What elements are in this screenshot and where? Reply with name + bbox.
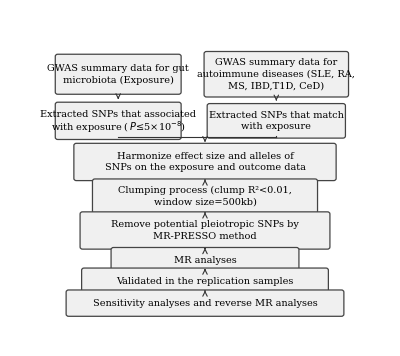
FancyBboxPatch shape [55,102,181,140]
Text: Sensitivity analyses and reverse MR analyses: Sensitivity analyses and reverse MR anal… [93,299,317,308]
FancyBboxPatch shape [74,143,336,180]
Text: Extracted SNPs that match
with exposure: Extracted SNPs that match with exposure [209,111,344,131]
FancyBboxPatch shape [80,212,330,249]
Text: Validated in the replication samples: Validated in the replication samples [116,277,294,286]
Text: Clumping process (clump R²<0.01,
window size=500kb): Clumping process (clump R²<0.01, window … [118,186,292,206]
FancyBboxPatch shape [111,247,299,274]
Text: GWAS summary data for gut
microbiota (Exposure): GWAS summary data for gut microbiota (Ex… [47,64,189,85]
Text: MR analyses: MR analyses [174,256,236,265]
Text: Harmonize effect size and alleles of
SNPs on the exposure and outcome data: Harmonize effect size and alleles of SNP… [104,152,306,172]
Text: with exposure ( $P$≤5×10$^{-8}$): with exposure ( $P$≤5×10$^{-8}$) [51,119,186,135]
FancyBboxPatch shape [204,52,348,97]
Text: Extracted SNPs that associated: Extracted SNPs that associated [40,110,196,119]
FancyBboxPatch shape [92,179,318,214]
FancyBboxPatch shape [55,54,181,94]
FancyBboxPatch shape [66,290,344,316]
Text: GWAS summary data for
autoimmune diseases (SLE, RA,
MS, IBD,T1D, CeD): GWAS summary data for autoimmune disease… [197,58,355,90]
FancyBboxPatch shape [82,268,328,294]
Text: Remove potential pleiotropic SNPs by
MR-PRESSO method: Remove potential pleiotropic SNPs by MR-… [111,220,299,241]
FancyBboxPatch shape [207,104,346,138]
